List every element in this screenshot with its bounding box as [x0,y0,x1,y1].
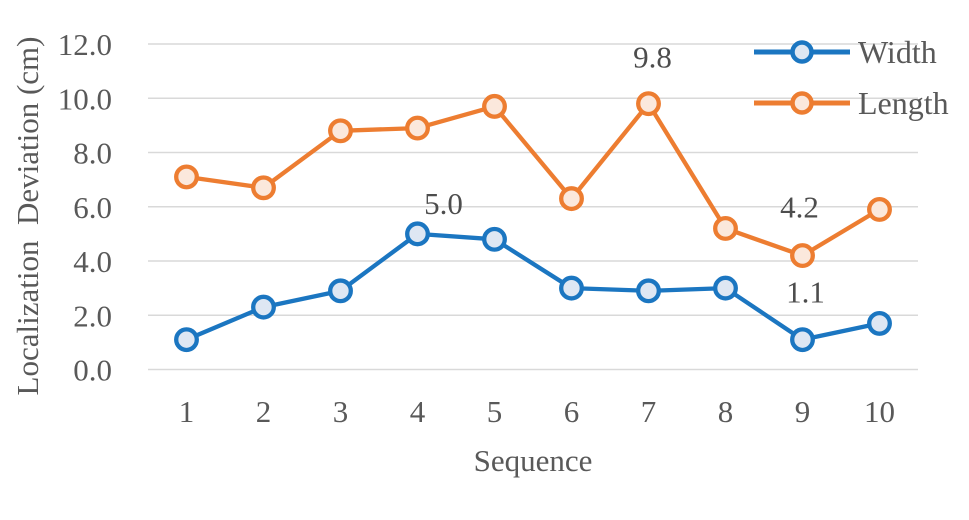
data-point-length-5 [482,93,507,119]
data-point-length-4 [405,115,430,141]
x-tick-label: 9 [795,394,811,429]
data-point-width-8 [713,275,738,301]
y-tick-label: 2.0 [73,298,112,333]
legend-item-length: Length [752,85,949,121]
y-tick-label: 6.0 [73,190,112,225]
y-tick-label: 4.0 [73,244,112,279]
y-tick-label: 8.0 [73,136,112,171]
series-line-length [184,101,882,258]
data-point-length-2 [251,175,276,201]
data-label-length-9: 4.2 [780,190,819,225]
data-point-length-8 [713,215,738,241]
data-label-width-4: 5.0 [424,186,463,221]
data-point-length-6 [559,186,584,212]
x-tick-label: 6 [564,394,580,429]
data-point-width-10 [867,310,892,336]
data-point-width-9 [790,327,815,353]
data-point-length-3 [328,118,353,144]
data-label-length-7: 9.8 [633,40,672,75]
x-tick-label: 4 [410,394,426,429]
legend-line-marker-icon [754,91,850,115]
x-tick-label: 8 [718,394,734,429]
x-tick-label: 10 [864,394,895,429]
legend-label-width: Width [858,34,937,70]
y-tick-label: 10.0 [58,81,112,116]
data-point-width-3 [328,278,353,304]
data-point-width-1 [174,327,199,353]
data-point-length-10 [867,197,892,222]
legend: Width Length [752,34,949,142]
x-axis-title: Sequence [473,443,593,478]
data-point-width-7 [636,278,661,304]
x-tick-label: 7 [641,394,657,429]
data-point-width-6 [559,275,584,301]
x-tick-label: 2 [256,394,272,429]
y-axis-title: Localization Deviation (cm) [10,36,45,396]
data-point-width-4 [405,221,430,247]
data-point-length-1 [174,164,199,190]
legend-item-width: Width [752,34,949,70]
series-line-width [184,231,882,342]
data-label-width-9: 1.1 [786,275,825,310]
x-tick-label: 3 [333,394,349,429]
legend-line-marker-icon [754,40,850,64]
data-point-width-2 [251,294,276,320]
x-tick-label: 1 [179,394,195,429]
data-point-width-5 [482,226,507,252]
legend-label-length: Length [858,85,949,121]
x-tick-label: 5 [487,394,503,429]
data-point-length-9 [790,243,815,269]
y-tick-label: 0.0 [73,353,112,388]
y-tick-label: 12.0 [58,27,112,62]
data-point-length-7 [636,91,661,117]
